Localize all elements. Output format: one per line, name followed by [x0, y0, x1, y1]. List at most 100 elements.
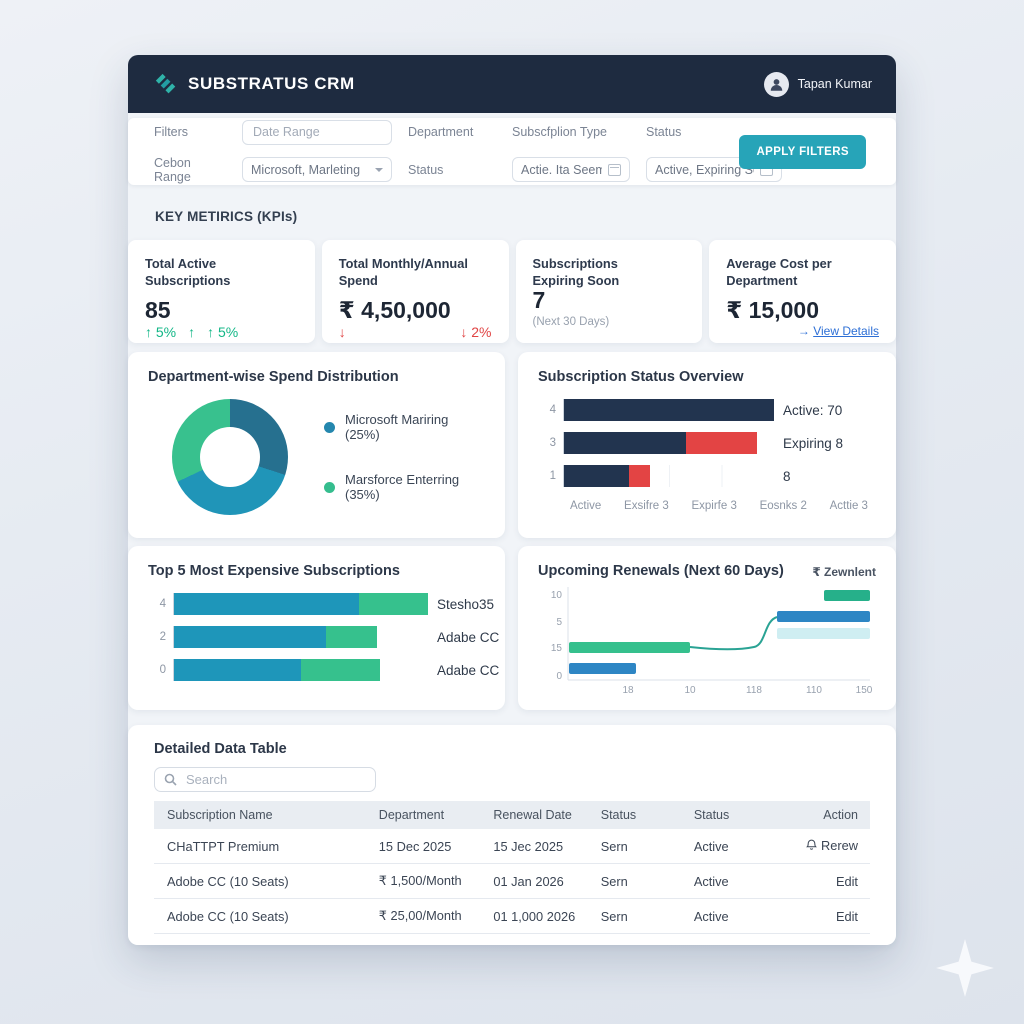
kpi-trend: ↑ 5% ↑ ↑ 5%: [145, 324, 298, 340]
y-tick: 4: [159, 598, 166, 610]
apply-filters-button[interactable]: APPLY FILTERS: [739, 134, 866, 169]
kpi-title: Subscriptions Expiring Soon: [532, 256, 620, 289]
department-label: Department: [408, 125, 474, 139]
kpi-trend: ↓ ↓ 2%: [339, 324, 492, 340]
top5-card: Top 5 Most Expensive Subscriptions 4 Ste…: [128, 546, 505, 710]
cebon-range-label: Cebon Range: [154, 155, 191, 184]
status-select-value: Active, Expiring Soon: [655, 162, 754, 177]
search-box[interactable]: [154, 767, 376, 792]
subscription-type-select[interactable]: Actie. Ita Seem: [512, 157, 630, 182]
kpi-card-avg-cost: Average Cost per Department ₹ 15,000 → V…: [709, 240, 896, 343]
chart-title: Department-wise Spend Distribution: [148, 369, 399, 385]
bar-label: Stesho35: [437, 596, 495, 612]
x-tick: Expirfe 3: [691, 500, 737, 512]
cell-status: Sern: [590, 829, 684, 864]
cell-renewal-date: 01 Jan 2026: [483, 863, 591, 899]
date-range-field[interactable]: [251, 124, 383, 140]
cell-department: ₹ 1,500/Month: [368, 863, 484, 899]
column-header[interactable]: Department: [368, 801, 484, 829]
kpi-card-total-active: Total Active Subscriptions 85 ↑ 5% ↑ ↑ 5…: [128, 240, 315, 343]
kpi-value: 7: [532, 286, 546, 313]
action-label[interactable]: Edit: [835, 908, 858, 924]
trend-down-icon: ↓: [338, 323, 346, 340]
donut-chart: [172, 399, 288, 515]
cell-status: Sern: [590, 898, 684, 934]
chevron-down-icon: [375, 167, 383, 172]
subscription-type-label: Subscfplion Type: [512, 125, 607, 139]
status-label: Status: [646, 125, 682, 139]
column-header[interactable]: Status: [590, 801, 684, 829]
edit-action[interactable]: Edit: [784, 863, 870, 899]
renewals-card: Upcoming Renewals (Next 60 Days) ₹ Zewnl…: [518, 546, 896, 710]
y-tick: 0: [159, 664, 166, 676]
table-row: CHaTTPT Premium 15 Dec 2025 15 Jec 2025 …: [154, 829, 870, 864]
legend-label: Marsforce Enterring (35%): [345, 472, 460, 502]
kpi-value: 85: [145, 296, 171, 323]
brand: SUBSTRATUS CRM: [152, 72, 355, 97]
x-tick: 10: [684, 685, 696, 695]
y-tick: 0: [556, 671, 562, 682]
filters-label: Filters: [154, 125, 189, 139]
department-select[interactable]: Microsoft, Marleting: [242, 157, 392, 182]
bar-label: Active: 70: [783, 402, 843, 418]
status-overview-chart: 4 Active: 70 3 Expiring 8 1 8 Active Exs…: [538, 399, 876, 512]
chart-title: Upcoming Renewals (Next 60 Days): [538, 563, 784, 579]
action-label[interactable]: Rerew: [821, 838, 858, 853]
cell-status: Active: [683, 898, 785, 934]
table-row: Adobe CC (10 Seats) ₹ 1,500/Month 01 Jan…: [154, 863, 870, 899]
y-tick: 15: [551, 643, 563, 654]
x-tick: Active: [570, 500, 602, 512]
app-title: SUBSTRATUS CRM: [188, 74, 355, 93]
x-tick: 110: [806, 685, 822, 695]
department-select-value: Microsoft, Marleting: [251, 162, 361, 177]
cell-status: Sern: [590, 863, 684, 899]
trend-up-icon: ↑: [188, 323, 196, 340]
y-tick: 4: [549, 404, 556, 416]
legend-label: Microsoft Mariring (25%): [345, 412, 449, 442]
search-icon: [164, 773, 177, 786]
trend-down-icon: ↓ 2%: [460, 323, 492, 340]
kpi-subtitle: (Next 30 Days): [532, 316, 610, 328]
table-row: Adobe CC (10 Seats) ₹ 25,00/Month 01 1,0…: [154, 898, 870, 934]
renewals-legend: ₹ Zewnlent: [812, 565, 876, 579]
kpi-section-title: KEY METIRICS (KPIs): [155, 209, 298, 224]
user-avatar-icon: [763, 71, 789, 97]
search-input[interactable]: [184, 771, 366, 788]
column-header[interactable]: Action: [784, 801, 870, 829]
renewals-chart: 10 5 15 0 18 10 118 110 150: [538, 583, 876, 700]
date-range-input[interactable]: [242, 119, 392, 145]
renew-action[interactable]: Rerew: [784, 829, 870, 864]
status-select[interactable]: Active, Expiring Soon: [646, 157, 782, 182]
legend-dot-icon: [324, 481, 335, 493]
cell-subscription-name: CHaTTPT Premium: [154, 829, 369, 864]
table-header-row: Subscription Name Department Renewal Dat…: [154, 801, 870, 829]
donut-legend: Microsoft Mariring (25%) Marsforce Enter…: [324, 412, 485, 502]
edit-action[interactable]: Edit: [784, 898, 870, 934]
x-tick: 150: [856, 685, 872, 695]
y-tick: 3: [549, 437, 556, 449]
x-tick: Exsifre 3: [624, 500, 669, 512]
legend-item: Marsforce Enterring (35%): [324, 472, 485, 502]
action-label[interactable]: Edit: [835, 873, 858, 889]
data-table: Subscription Name Department Renewal Dat…: [154, 801, 870, 934]
column-header[interactable]: Status: [683, 801, 785, 829]
trend-up-icon: ↑ 5%: [207, 323, 239, 340]
cell-subscription-name: Adobe CC (10 Seats): [154, 898, 369, 934]
cell-department: ₹ 25,00/Month: [368, 898, 484, 934]
column-header[interactable]: Subscription Name: [154, 801, 369, 829]
user-name: Tapan Kumar: [797, 77, 872, 91]
kpi-value: ₹ 15,000: [726, 296, 819, 323]
app-header: SUBSTRATUS CRM Tapan Kumar: [128, 55, 896, 113]
x-tick: Acttie 3: [829, 500, 868, 512]
bar-label: Adabe CC: [437, 629, 500, 645]
column-header[interactable]: Renewal Date: [483, 801, 591, 829]
view-details-link[interactable]: → View Details: [726, 324, 879, 338]
legend-item: Microsoft Mariring (25%): [324, 412, 485, 442]
x-axis: Active Exsifre 3 Expirfe 3 Eosnks 2 Actt…: [538, 498, 876, 512]
bar-label: Expiring 8: [783, 435, 844, 451]
view-details-text[interactable]: View Details: [813, 323, 879, 338]
bar-label: 8: [783, 468, 791, 484]
user-menu[interactable]: Tapan Kumar: [763, 71, 872, 97]
subscription-type-value: Actie. Ita Seem: [521, 162, 602, 177]
legend-dot-icon: [324, 421, 335, 433]
